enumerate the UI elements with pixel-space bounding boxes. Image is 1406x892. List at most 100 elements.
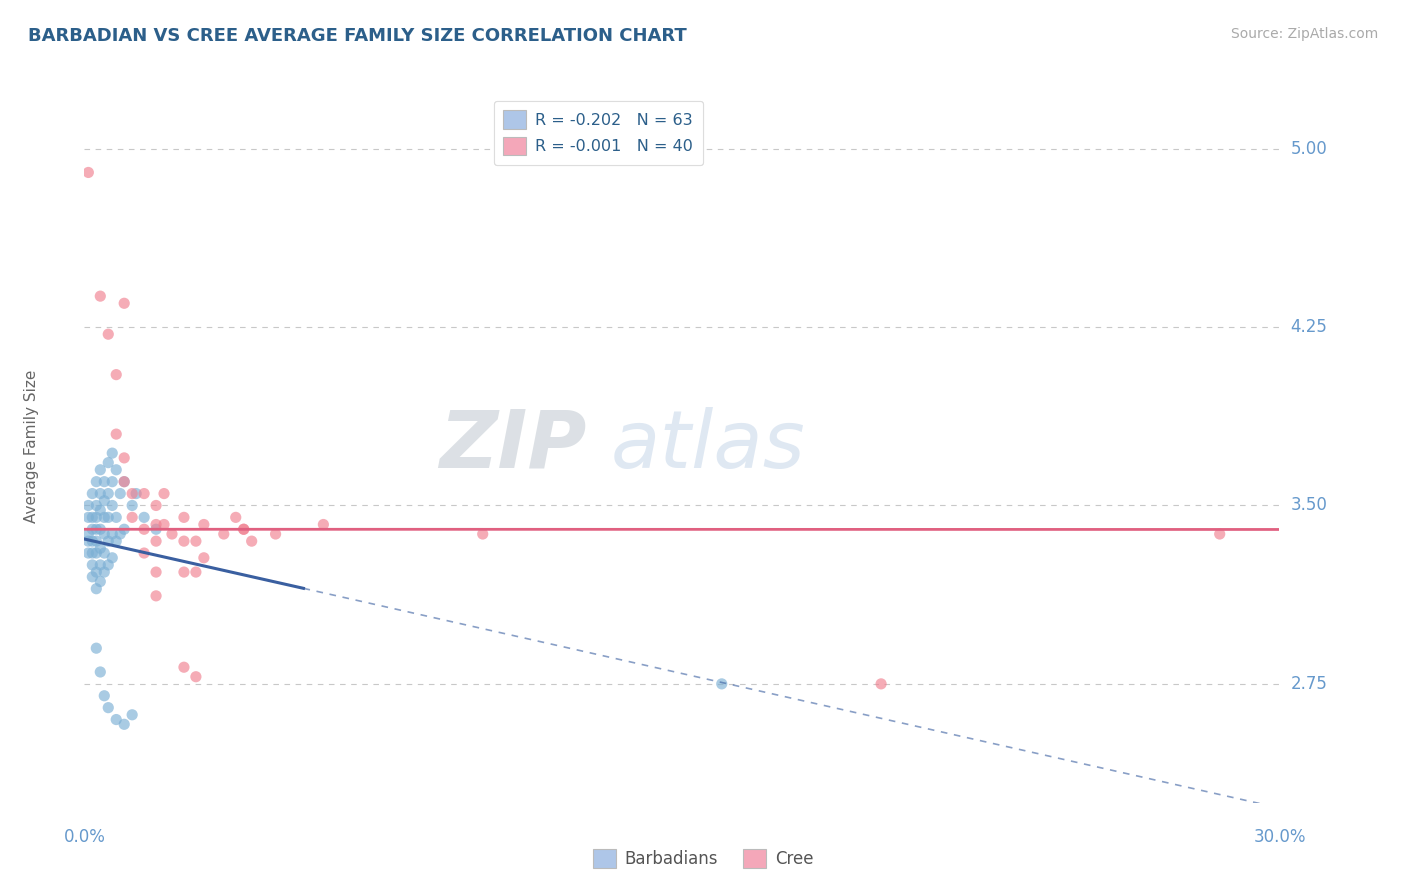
- Point: [110, 527, 132, 541]
- Text: 2.75: 2.75: [1291, 675, 1327, 693]
- Point: [86, 534, 108, 549]
- Point: [89, 522, 111, 536]
- Point: [97, 456, 120, 470]
- Point: [112, 522, 135, 536]
- Point: [97, 700, 120, 714]
- Point: [145, 499, 167, 513]
- Point: [160, 527, 183, 541]
- Point: [264, 527, 287, 541]
- Point: [110, 486, 132, 500]
- Point: [193, 550, 215, 565]
- Point: [125, 486, 148, 500]
- Point: [89, 574, 111, 589]
- Point: [97, 558, 120, 572]
- Point: [145, 589, 167, 603]
- Point: [112, 717, 135, 731]
- Point: [93, 527, 115, 541]
- Legend: Barbadians, Cree: Barbadians, Cree: [586, 842, 820, 875]
- Point: [145, 534, 167, 549]
- Point: [101, 527, 124, 541]
- Point: [89, 665, 111, 679]
- Point: [173, 534, 195, 549]
- Text: BARBADIAN VS CREE AVERAGE FAMILY SIZE CORRELATION CHART: BARBADIAN VS CREE AVERAGE FAMILY SIZE CO…: [28, 27, 688, 45]
- Legend: R = -0.202   N = 63, R = -0.001   N = 40: R = -0.202 N = 63, R = -0.001 N = 40: [494, 101, 703, 165]
- Point: [82, 534, 104, 549]
- Point: [105, 368, 128, 382]
- Point: [89, 541, 111, 556]
- Point: [105, 713, 128, 727]
- Point: [132, 486, 156, 500]
- Point: [1208, 527, 1230, 541]
- Point: [77, 165, 100, 179]
- Point: [93, 565, 115, 579]
- Point: [86, 546, 108, 560]
- Point: [101, 550, 124, 565]
- Point: [112, 475, 135, 489]
- Point: [184, 534, 207, 549]
- Point: [82, 546, 104, 560]
- Point: [225, 510, 247, 524]
- Text: 5.00: 5.00: [1291, 140, 1327, 158]
- Point: [112, 475, 135, 489]
- Point: [105, 534, 128, 549]
- Text: Average Family Size: Average Family Size: [24, 369, 39, 523]
- Point: [97, 486, 120, 500]
- Point: [145, 517, 167, 532]
- Point: [105, 510, 128, 524]
- Point: [101, 499, 124, 513]
- Point: [212, 527, 235, 541]
- Point: [112, 450, 135, 465]
- Point: [97, 327, 120, 342]
- Point: [82, 486, 104, 500]
- Point: [89, 486, 111, 500]
- Point: [121, 499, 143, 513]
- Point: [86, 510, 108, 524]
- Point: [82, 558, 104, 572]
- Point: [193, 517, 215, 532]
- Point: [89, 463, 111, 477]
- Point: [93, 546, 115, 560]
- Point: [153, 517, 176, 532]
- Text: 0.0%: 0.0%: [63, 828, 105, 846]
- Text: Source: ZipAtlas.com: Source: ZipAtlas.com: [1230, 27, 1378, 41]
- Point: [86, 582, 108, 596]
- Point: [145, 522, 167, 536]
- Text: 4.25: 4.25: [1291, 318, 1327, 336]
- Point: [97, 510, 120, 524]
- Point: [132, 522, 156, 536]
- Point: [870, 677, 893, 691]
- Point: [121, 486, 143, 500]
- Point: [86, 522, 108, 536]
- Point: [232, 522, 254, 536]
- Point: [471, 527, 494, 541]
- Point: [86, 475, 108, 489]
- Point: [77, 527, 100, 541]
- Text: ZIP: ZIP: [439, 407, 586, 485]
- Point: [105, 463, 128, 477]
- Point: [173, 565, 195, 579]
- Point: [77, 534, 100, 549]
- Point: [89, 558, 111, 572]
- Point: [184, 565, 207, 579]
- Point: [77, 510, 100, 524]
- Point: [86, 641, 108, 656]
- Point: [153, 486, 176, 500]
- Text: 30.0%: 30.0%: [1253, 828, 1306, 846]
- Point: [93, 689, 115, 703]
- Point: [132, 546, 156, 560]
- Point: [89, 503, 111, 517]
- Point: [82, 570, 104, 584]
- Point: [145, 565, 167, 579]
- Point: [97, 534, 120, 549]
- Point: [312, 517, 335, 532]
- Point: [93, 510, 115, 524]
- Text: atlas: atlas: [610, 407, 806, 485]
- Point: [121, 707, 143, 722]
- Point: [82, 510, 104, 524]
- Point: [232, 522, 254, 536]
- Point: [89, 289, 111, 303]
- Point: [101, 475, 124, 489]
- Point: [82, 522, 104, 536]
- Point: [86, 499, 108, 513]
- Point: [173, 660, 195, 674]
